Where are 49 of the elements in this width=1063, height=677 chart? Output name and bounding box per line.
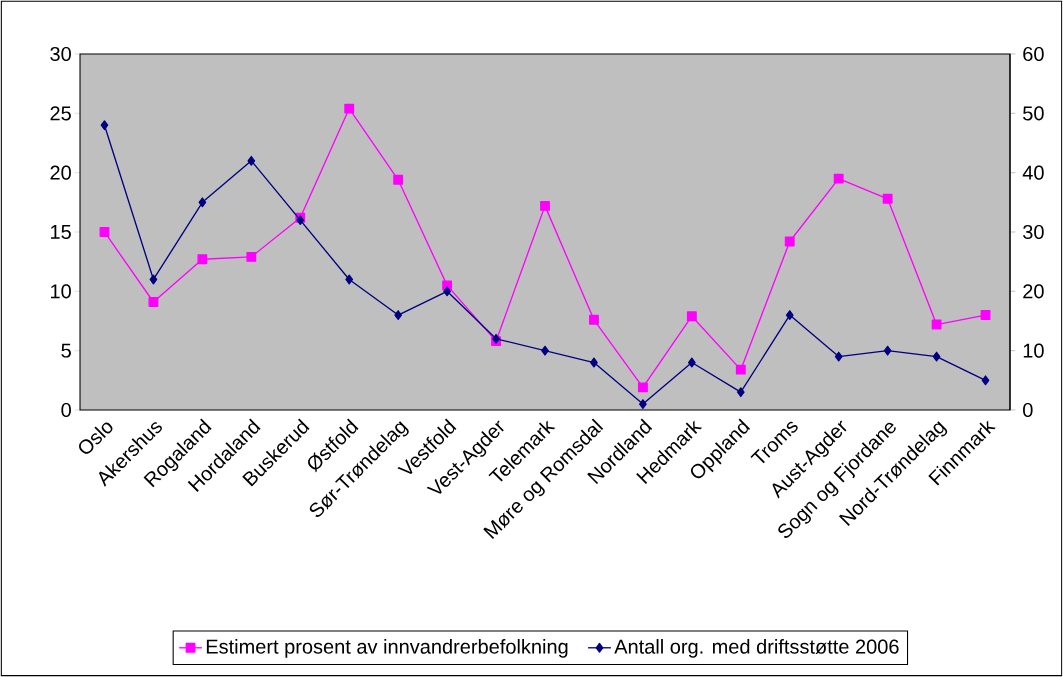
- point: [639, 399, 647, 409]
- point: [590, 357, 598, 368]
- y-tick-label: 15: [51, 225, 71, 239]
- y2-tick-label: 60: [1023, 46, 1044, 62]
- point: [99, 227, 110, 237]
- point: [393, 174, 404, 185]
- point: [833, 173, 844, 184]
- y-tick-label: 10: [51, 284, 71, 299]
- point: [540, 200, 550, 211]
- y2-tick-label: 40: [1022, 165, 1044, 180]
- y-tick-label: 30: [50, 46, 71, 62]
- point: [198, 197, 207, 208]
- point: [197, 254, 208, 265]
- y2-tick-label: 0: [1023, 402, 1033, 418]
- y-tick-label: 20: [50, 165, 71, 180]
- point: [589, 314, 599, 325]
- point: [637, 382, 648, 393]
- point: [686, 311, 697, 322]
- point: [345, 274, 354, 285]
- point: [932, 351, 941, 362]
- legend-label: Estimert prosent av innvandrerbefolkning: [206, 639, 568, 658]
- point: [149, 274, 158, 285]
- point: [735, 364, 746, 375]
- point: [541, 345, 549, 356]
- point: [931, 319, 942, 330]
- point: [980, 310, 991, 320]
- y2-tick-label: 10: [1023, 343, 1044, 358]
- point: [687, 357, 696, 368]
- y-tick-label: 0: [61, 402, 71, 418]
- point: [443, 286, 451, 297]
- point: [736, 387, 745, 398]
- point: [981, 375, 990, 386]
- point: [246, 251, 257, 262]
- y2-tick-label: 20: [1023, 284, 1044, 299]
- point: [394, 310, 403, 320]
- point: [344, 103, 355, 114]
- point: [834, 351, 843, 362]
- point: [883, 345, 892, 356]
- point: [100, 120, 109, 131]
- y-tick-label: 25: [50, 106, 71, 121]
- point: [247, 155, 256, 166]
- y2-tick-label: 50: [1023, 106, 1044, 121]
- point: [785, 310, 794, 320]
- point: [148, 297, 159, 307]
- y-tick-label: 5: [61, 343, 71, 358]
- point: [882, 193, 893, 204]
- y2-tick-label: 30: [1023, 224, 1044, 240]
- legend-label: Antall org. med driftsstøtte 2006: [614, 639, 899, 658]
- point: [784, 236, 795, 247]
